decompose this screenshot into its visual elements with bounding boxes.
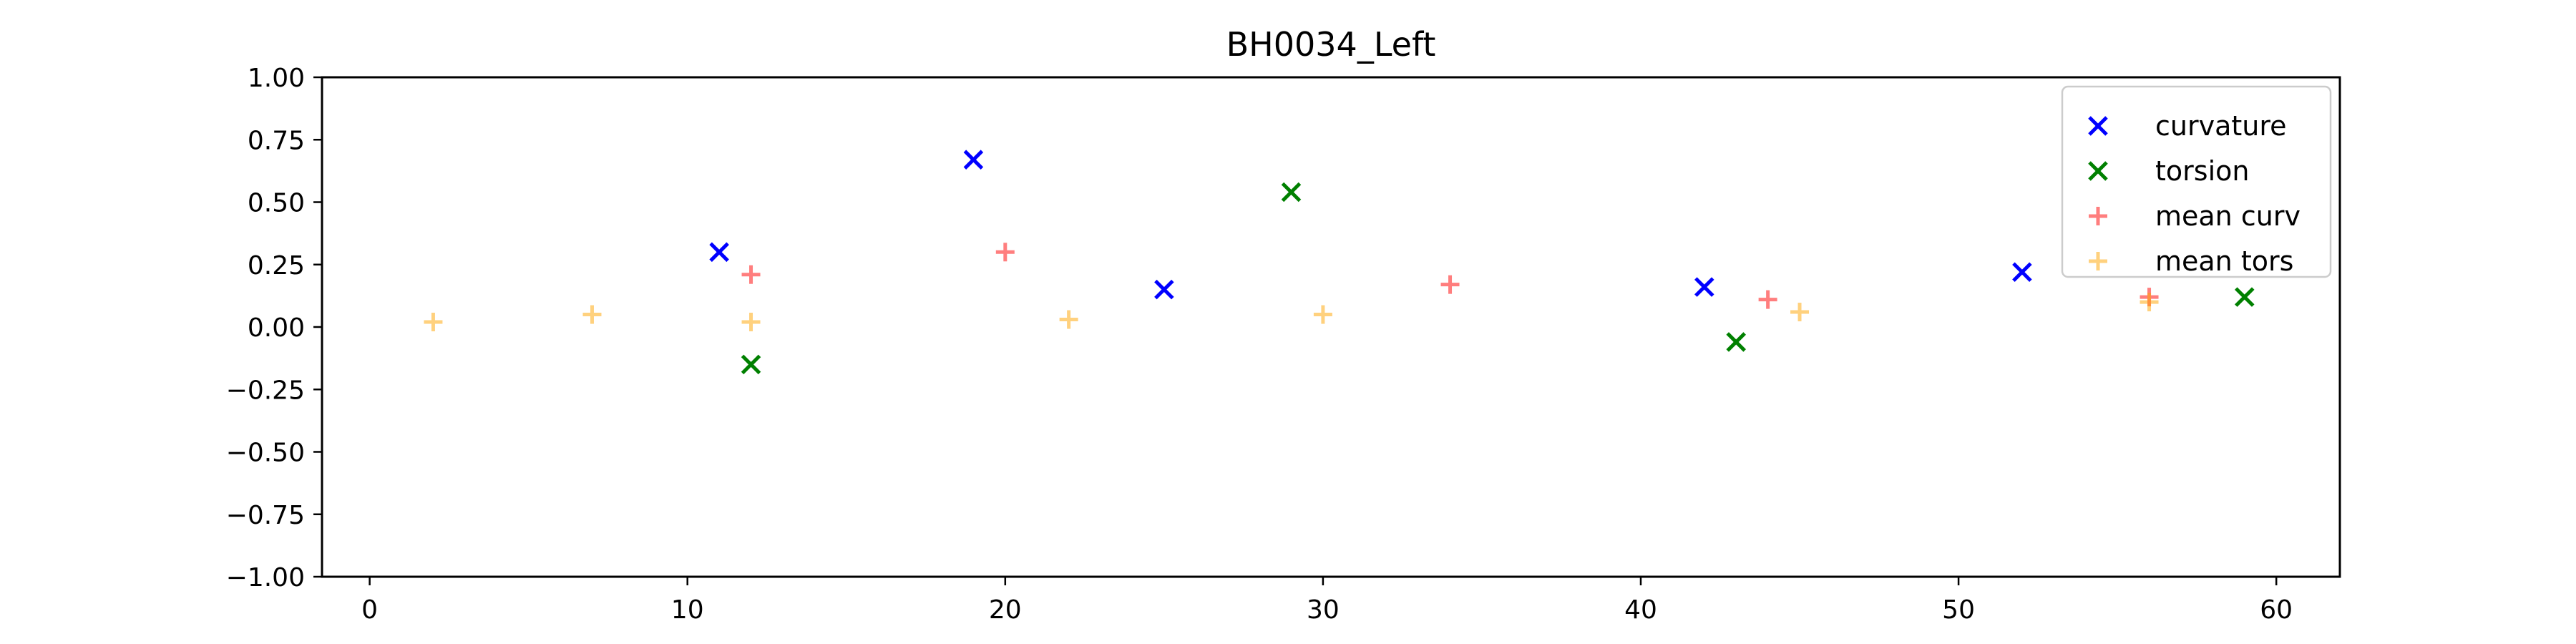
point-mean-tors-4 (1313, 305, 1332, 324)
legend-label-torsion: torsion (2155, 155, 2249, 187)
legend-label-curvature: curvature (2155, 110, 2287, 142)
point-mean-curv-2 (1440, 275, 1460, 294)
point-mean-tors-1 (582, 305, 602, 324)
legend-label-mean-curv: mean curv (2155, 200, 2301, 232)
y-tick-label: −0.25 (226, 376, 305, 405)
chart-title: BH0034_Left (1226, 25, 1436, 64)
y-tick-label: 0.00 (248, 313, 305, 343)
point-torsion-2 (1726, 332, 1746, 352)
x-tick-label: 30 (1307, 595, 1340, 625)
point-mean-curv-1 (995, 243, 1015, 262)
y-axis: −1.00 −0.75 −0.50 −0.25 0.00 0.25 0.50 0.75 1.00 (226, 64, 322, 592)
point-mean-tors-6 (2140, 293, 2159, 312)
point-torsion-3 (2235, 287, 2255, 307)
legend-marker-mean-tors (2089, 252, 2107, 270)
legend-box (2061, 85, 2332, 278)
legend: curvature torsion mean curv mean tors (2061, 85, 2332, 278)
y-tick-label: 0.25 (248, 251, 305, 280)
point-torsion-1 (1281, 182, 1302, 203)
legend-label-mean-tors: mean tors (2155, 245, 2293, 277)
x-tick-label: 40 (1624, 595, 1657, 625)
x-axis: 0 10 20 30 40 50 60 (361, 577, 2293, 625)
plot-marks (424, 150, 2255, 375)
point-mean-tors-2 (741, 313, 761, 332)
point-curvature-0 (709, 242, 729, 263)
y-tick-label: −0.75 (226, 501, 305, 530)
point-mean-tors-3 (1059, 310, 1078, 329)
point-curvature-1 (963, 150, 984, 170)
x-tick-label: 0 (361, 595, 378, 625)
y-tick-label: 0.50 (248, 189, 305, 218)
point-curvature-3 (1694, 277, 1714, 297)
point-curvature-2 (1154, 279, 1174, 300)
point-mean-curv-0 (741, 265, 761, 284)
x-tick-label: 10 (671, 595, 704, 625)
y-tick-label: 1.00 (248, 64, 305, 93)
legend-marker-mean-curv (2089, 207, 2107, 225)
point-curvature-4 (2012, 262, 2032, 282)
point-torsion-0 (741, 354, 761, 375)
y-tick-label: −0.50 (226, 439, 305, 468)
x-tick-label: 60 (2260, 595, 2293, 625)
x-tick-label: 50 (1942, 595, 1975, 625)
y-tick-label: −1.00 (226, 563, 305, 592)
legend-marker-curvature (2088, 116, 2108, 136)
y-tick-label: 0.75 (248, 126, 305, 155)
point-mean-curv-3 (1758, 290, 1777, 309)
point-mean-tors-5 (1790, 303, 1810, 322)
point-mean-tors-0 (424, 313, 443, 332)
legend-marker-torsion (2088, 161, 2108, 181)
x-tick-label: 20 (989, 595, 1022, 625)
